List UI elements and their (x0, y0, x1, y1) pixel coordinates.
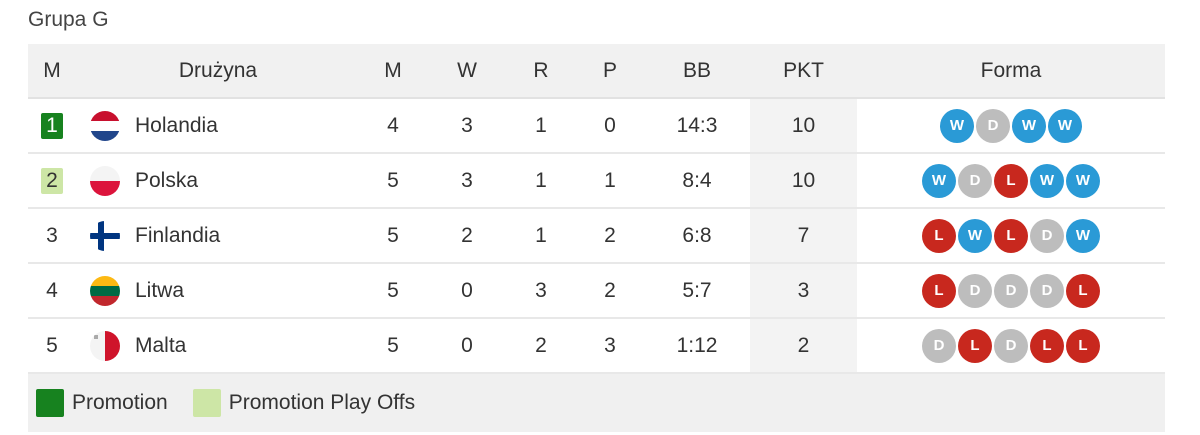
poland-flag-icon (90, 165, 120, 196)
matches: 5 (387, 333, 399, 357)
matches: 5 (387, 168, 399, 192)
header-draws[interactable]: R (533, 58, 549, 82)
points: 2 (750, 319, 857, 372)
finland-flag-icon (90, 220, 120, 251)
header-losses[interactable]: P (602, 58, 617, 82)
form-badge-win[interactable]: W (1012, 108, 1046, 143)
goals: 8:4 (682, 168, 712, 192)
form-badge-draw[interactable]: D (1030, 273, 1064, 308)
position-badge: 1 (41, 112, 63, 139)
wins: 3 (461, 113, 473, 137)
form-badge-win[interactable]: W (1048, 108, 1082, 143)
playoffs-swatch (192, 389, 221, 417)
form-badge-loss[interactable]: L (1030, 328, 1064, 363)
header-wins[interactable]: W (457, 58, 477, 82)
form-badge-draw[interactable]: D (958, 163, 992, 198)
form-badge-draw[interactable]: D (976, 108, 1010, 143)
wins: 2 (461, 223, 473, 247)
standings-table: M Drużyna M W R P BB PKT Forma 1 Holandi… (28, 44, 1165, 432)
form-badge-loss[interactable]: L (994, 163, 1028, 198)
losses: 2 (604, 223, 616, 247)
wins: 3 (461, 168, 473, 192)
position-badge: 4 (46, 278, 58, 302)
form-badge-loss[interactable]: L (958, 328, 992, 363)
netherlands-flag-icon (90, 110, 120, 141)
losses: 0 (604, 113, 616, 137)
form-badge-win[interactable]: W (940, 108, 974, 143)
position-badge: 3 (46, 223, 58, 247)
goals: 6:8 (682, 223, 712, 247)
position-badge: 2 (41, 167, 63, 194)
points: 3 (750, 264, 857, 317)
goals: 14:3 (676, 113, 718, 137)
team-name[interactable]: Litwa (135, 278, 185, 302)
draws: 3 (535, 278, 547, 302)
points: 10 (750, 99, 857, 152)
draws: 1 (535, 223, 547, 247)
form-badge-loss[interactable]: L (922, 273, 956, 308)
wins: 0 (461, 278, 473, 302)
wins: 0 (461, 333, 473, 357)
draws: 1 (535, 168, 547, 192)
form-badge-loss[interactable]: L (922, 218, 956, 253)
form-badge-win[interactable]: W (1066, 218, 1100, 253)
team-name[interactable]: Holandia (135, 113, 218, 137)
header-points[interactable]: PKT (783, 58, 824, 82)
table-header: M Drużyna M W R P BB PKT Forma (28, 44, 1165, 99)
header-matches[interactable]: M (384, 58, 402, 82)
matches: 4 (387, 113, 399, 137)
legend-promotion: Promotion (72, 391, 168, 414)
form-badge-loss[interactable]: L (1066, 328, 1100, 363)
matches: 5 (387, 278, 399, 302)
form-badge-win[interactable]: W (1030, 163, 1064, 198)
team-name[interactable]: Finlandia (135, 223, 221, 247)
form-badge-draw[interactable]: D (994, 273, 1028, 308)
matches: 5 (387, 223, 399, 247)
promotion-swatch (36, 389, 64, 417)
form-badge-loss[interactable]: L (1066, 273, 1100, 308)
draws: 2 (535, 333, 547, 357)
form-badge-draw[interactable]: D (1030, 218, 1064, 253)
goals: 1:12 (676, 333, 718, 357)
points: 7 (750, 209, 857, 262)
header-team[interactable]: Drużyna (178, 58, 258, 82)
header-pos[interactable]: M (43, 58, 61, 82)
form-badge-win[interactable]: W (958, 218, 992, 253)
malta-flag-icon (90, 330, 120, 361)
header-form: Forma (980, 58, 1042, 82)
losses: 3 (604, 333, 616, 357)
group-title: Grupa G (28, 8, 109, 31)
form-badge-win[interactable]: W (922, 163, 956, 198)
lithuania-flag-icon (90, 275, 120, 306)
losses: 1 (604, 168, 616, 192)
position-badge: 5 (46, 333, 58, 357)
team-name[interactable]: Malta (135, 333, 187, 357)
form-badge-draw[interactable]: D (958, 273, 992, 308)
form-badge-win[interactable]: W (1066, 163, 1100, 198)
form-badge-draw[interactable]: D (922, 328, 956, 363)
form-badge-draw[interactable]: D (994, 328, 1028, 363)
form-badge-loss[interactable]: L (994, 218, 1028, 253)
team-name[interactable]: Polska (135, 168, 199, 192)
header-goals[interactable]: BB (682, 58, 711, 82)
goals: 5:7 (682, 278, 712, 302)
legend-playoffs: Promotion Play Offs (228, 391, 416, 414)
draws: 1 (535, 113, 547, 137)
losses: 2 (604, 278, 616, 302)
legend: Promotion Promotion Play Offs (28, 374, 1165, 432)
points: 10 (750, 154, 857, 207)
